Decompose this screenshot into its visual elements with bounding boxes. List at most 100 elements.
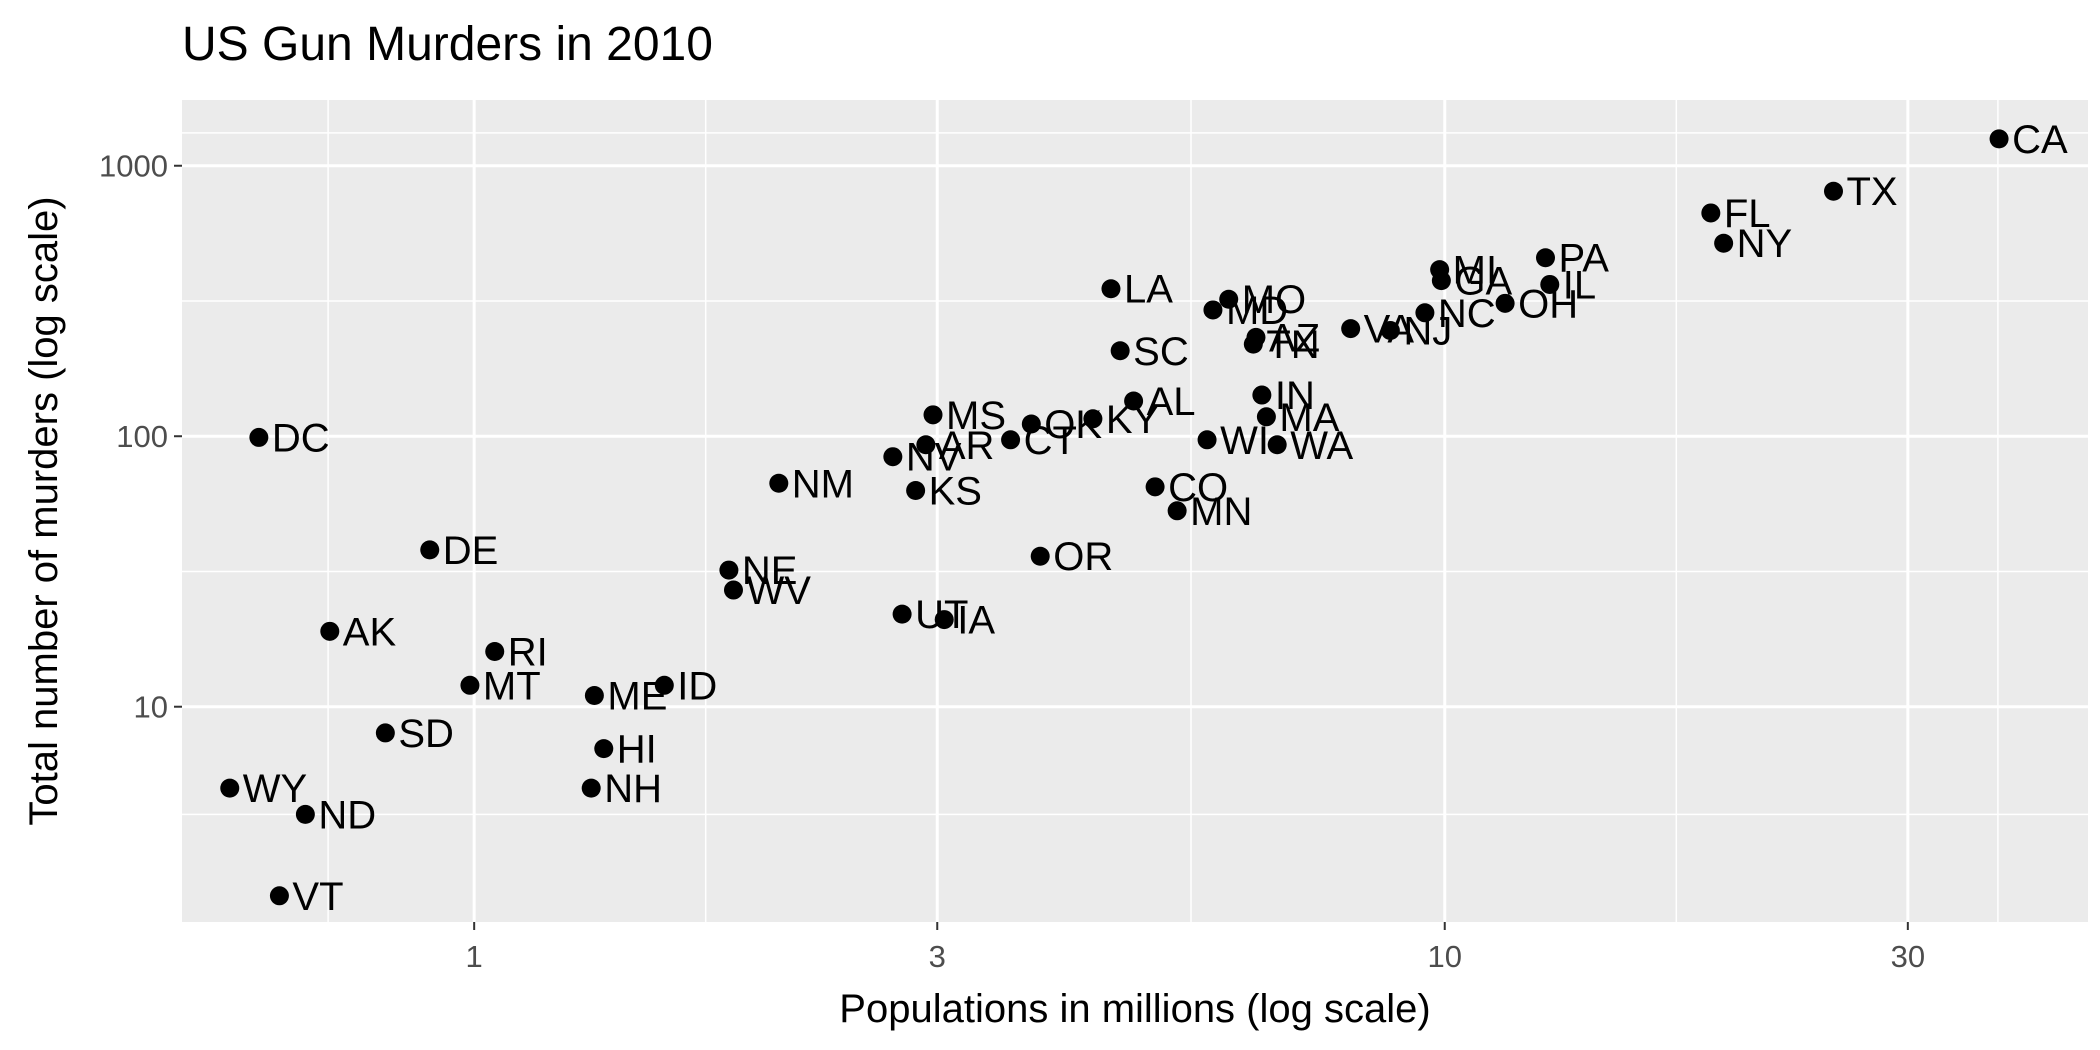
data-point-nh	[581, 778, 601, 798]
data-point-wv	[723, 580, 743, 600]
point-label-sd: SD	[398, 712, 454, 756]
point-label-id: ID	[677, 664, 717, 708]
data-point-in	[1252, 385, 1272, 405]
point-label-nc: NC	[1438, 292, 1496, 336]
data-point-ok	[1021, 414, 1041, 434]
data-point-la	[1101, 279, 1121, 299]
point-label-mn: MN	[1190, 490, 1252, 534]
point-label-ca: CA	[2012, 118, 2068, 162]
data-point-ak	[320, 621, 340, 641]
point-label-mi: MI	[1453, 249, 1497, 293]
point-label-mt: MT	[483, 664, 541, 708]
point-label-nv: NV	[906, 436, 962, 480]
data-point-ks	[906, 481, 926, 501]
point-label-fl: FL	[1724, 192, 1771, 236]
data-point-pa	[1535, 248, 1555, 268]
data-point-ct	[1001, 430, 1021, 450]
point-label-de: DE	[443, 529, 499, 573]
data-point-ny	[1714, 233, 1734, 253]
data-point-ky	[1083, 409, 1103, 429]
data-point-ri	[485, 642, 505, 662]
major-gridlines	[182, 100, 2088, 922]
data-point-mn	[1167, 501, 1187, 521]
data-point-nc	[1415, 303, 1435, 323]
data-point-sc	[1110, 341, 1130, 361]
data-point-ga	[1431, 271, 1451, 291]
data-point-ma	[1256, 407, 1276, 427]
point-label-al: AL	[1147, 380, 1196, 424]
data-point-fl	[1701, 203, 1721, 223]
chart-title: US Gun Murders in 2010	[182, 18, 713, 71]
point-label-il: IL	[1563, 263, 1596, 307]
data-point-co	[1145, 477, 1165, 497]
x-axis-title: Populations in millions (log scale)	[839, 987, 1430, 1031]
point-label-in: IN	[1275, 374, 1315, 418]
point-label-nj: NJ	[1403, 309, 1452, 353]
data-point-ms	[923, 405, 943, 425]
point-label-ma: MA	[1279, 396, 1339, 440]
point-label-me: ME	[607, 675, 667, 719]
point-label-ia: IA	[957, 599, 995, 643]
point-label-ri: RI	[508, 631, 548, 675]
point-label-wa: WA	[1290, 424, 1353, 468]
data-point-ne	[719, 560, 739, 580]
point-label-ar: AR	[939, 424, 995, 468]
point-label-nd: ND	[318, 793, 376, 837]
data-point-md	[1203, 300, 1223, 320]
data-point-me	[584, 686, 604, 706]
data-point-sd	[375, 723, 395, 743]
data-point-wa	[1267, 435, 1287, 455]
data-point-mo	[1219, 289, 1239, 309]
data-point-nm	[769, 473, 789, 493]
point-label-wy: WY	[243, 767, 307, 811]
point-label-hi: HI	[617, 728, 657, 772]
y-tick-label: 1000	[99, 149, 168, 184]
data-point-or	[1030, 546, 1050, 566]
data-point-id	[654, 675, 674, 695]
axes: 1 3 10 30 10 100 1000	[99, 149, 1925, 974]
data-point-mt	[460, 675, 480, 695]
point-label-wv: WV	[746, 569, 811, 613]
data-point-nd	[295, 804, 315, 824]
data-point-tx	[1823, 181, 1843, 201]
point-label-vt: VT	[292, 875, 343, 919]
point-label-ne: NE	[742, 549, 798, 593]
point-label-sc: SC	[1133, 330, 1189, 374]
data-point-de	[420, 540, 440, 560]
y-tick-label: 10	[134, 690, 168, 725]
data-point-nv	[883, 447, 903, 467]
data-point-ar	[916, 435, 936, 455]
data-point-al	[1124, 391, 1144, 411]
y-tick-label: 100	[116, 419, 168, 454]
point-label-ut: UT	[915, 593, 968, 637]
data-point-ca	[1989, 129, 2009, 149]
point-label-tn: TN	[1266, 323, 1319, 367]
point-label-pa: PA	[1558, 237, 1609, 281]
data-point-nj	[1380, 320, 1400, 340]
point-label-ms: MS	[946, 394, 1006, 438]
data-points	[220, 129, 2009, 906]
point-label-mo: MO	[1242, 278, 1306, 322]
point-label-va: VA	[1364, 308, 1415, 352]
point-label-ct: CT	[1024, 419, 1077, 463]
point-label-or: OR	[1053, 535, 1113, 579]
plot-panel	[182, 100, 2088, 922]
point-label-ky: KY	[1106, 398, 1159, 442]
data-point-dc	[249, 427, 269, 447]
minor-gridlines	[182, 100, 2088, 922]
x-tick-label: 30	[1891, 939, 1925, 974]
data-point-oh	[1495, 293, 1515, 313]
point-label-ny: NY	[1737, 222, 1793, 266]
x-tick-label: 10	[1428, 939, 1462, 974]
data-point-wy	[220, 778, 240, 798]
point-label-oh: OH	[1518, 282, 1578, 326]
x-tick-label: 1	[466, 939, 483, 974]
y-axis-title: Total number of murders (log scale)	[22, 196, 66, 825]
point-label-md: MD	[1226, 289, 1288, 333]
point-label-tx: TX	[1846, 170, 1897, 214]
data-point-hi	[594, 739, 614, 759]
point-label-ak: AK	[343, 610, 397, 654]
point-label-la: LA	[1124, 268, 1173, 312]
